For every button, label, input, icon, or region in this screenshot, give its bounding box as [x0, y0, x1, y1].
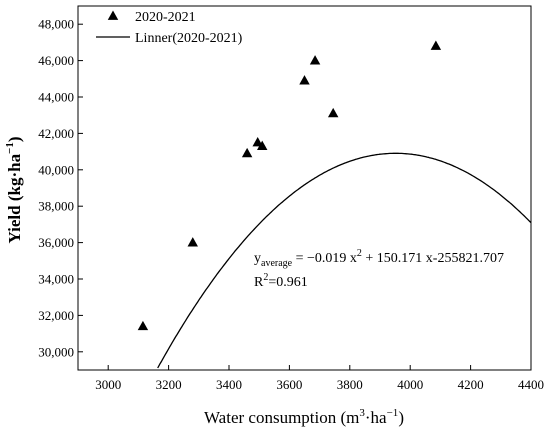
x-tick-label: 3200 — [156, 377, 182, 392]
equation-part1: = −0.019 x — [292, 251, 357, 266]
data-point-triangle — [327, 107, 339, 118]
equation-y: y — [254, 251, 261, 266]
x-tick-label: 4200 — [458, 377, 484, 392]
legend-label-curve: Linner(2020-2021) — [135, 31, 243, 46]
x-axis-label: Water consumption (m3·ha−1) — [204, 407, 404, 427]
equation-annotation: yaverage = −0.019 x2 + 150.171 x-255821.… — [254, 248, 504, 269]
r2-superscript: 2 — [263, 272, 268, 283]
data-point-triangle — [430, 40, 442, 50]
y-tick-label: 40,000 — [38, 162, 74, 177]
y-tick-label: 38,000 — [38, 199, 74, 214]
r2-r: R — [254, 275, 264, 290]
fit-curve — [157, 152, 532, 369]
plot-frame — [77, 5, 532, 371]
y-axis: 30,000 32,000 34,000 36,000 38,000 40,000 42,0… — [38, 17, 83, 359]
r2-value: =0.961 — [268, 275, 307, 290]
y-tick-label: 30,000 — [38, 344, 74, 359]
x-tick-label: 4400 — [518, 377, 544, 392]
x-tick-label: 3600 — [276, 377, 302, 392]
equation-part2: + 150.171 x-255821.707 — [362, 251, 504, 266]
y-tick-label: 36,000 — [38, 235, 74, 250]
x-label-mid: ·ha — [365, 408, 387, 427]
plot-area — [77, 5, 532, 371]
equation-superscript: 2 — [357, 248, 362, 259]
x-label-main: Water consumption (m — [204, 408, 359, 427]
x-label-end: ) — [398, 408, 404, 427]
y-tick-label: 42,000 — [38, 126, 74, 141]
y-label-end: ) — [5, 136, 24, 142]
x-tick-label: 3800 — [337, 377, 363, 392]
legend: 2020-2021 Linner(2020-2021) — [96, 10, 243, 46]
x-tick-label: 3000 — [95, 377, 121, 392]
legend-label-points: 2020-2021 — [135, 10, 196, 25]
y-label-main: Yield (kg·ha — [5, 153, 24, 243]
data-point-triangle — [241, 147, 253, 158]
x-tick-label: 3400 — [216, 377, 242, 392]
r-squared-annotation: R2=0.961 — [254, 272, 308, 290]
fit-curve-layer — [157, 152, 532, 369]
y-tick-label: 48,000 — [38, 17, 74, 32]
data-point-triangle — [256, 140, 268, 150]
data-point-triangle — [309, 55, 321, 65]
data-point-triangle — [299, 75, 310, 85]
data-point-triangle — [252, 137, 263, 147]
y-label-sup: −1 — [4, 142, 16, 154]
data-point-triangle — [137, 320, 149, 331]
data-points — [137, 40, 442, 331]
y-axis-label: Yield (kg·ha−1) — [4, 136, 24, 243]
equation-subscript: average — [261, 258, 293, 269]
x-label-sup2: −1 — [387, 407, 399, 419]
y-tick-label: 46,000 — [38, 53, 74, 68]
y-tick-label: 32,000 — [38, 308, 74, 323]
data-point-triangle — [187, 237, 198, 247]
y-tick-label: 34,000 — [38, 272, 74, 287]
x-axis: 3000 3200 3400 3600 3800 4000 4200 4400 — [95, 365, 544, 392]
x-label-sup1: 3 — [359, 407, 365, 419]
y-tick-label: 44,000 — [38, 90, 74, 105]
legend-marker-triangle — [107, 10, 119, 20]
x-tick-label: 4000 — [397, 377, 423, 392]
